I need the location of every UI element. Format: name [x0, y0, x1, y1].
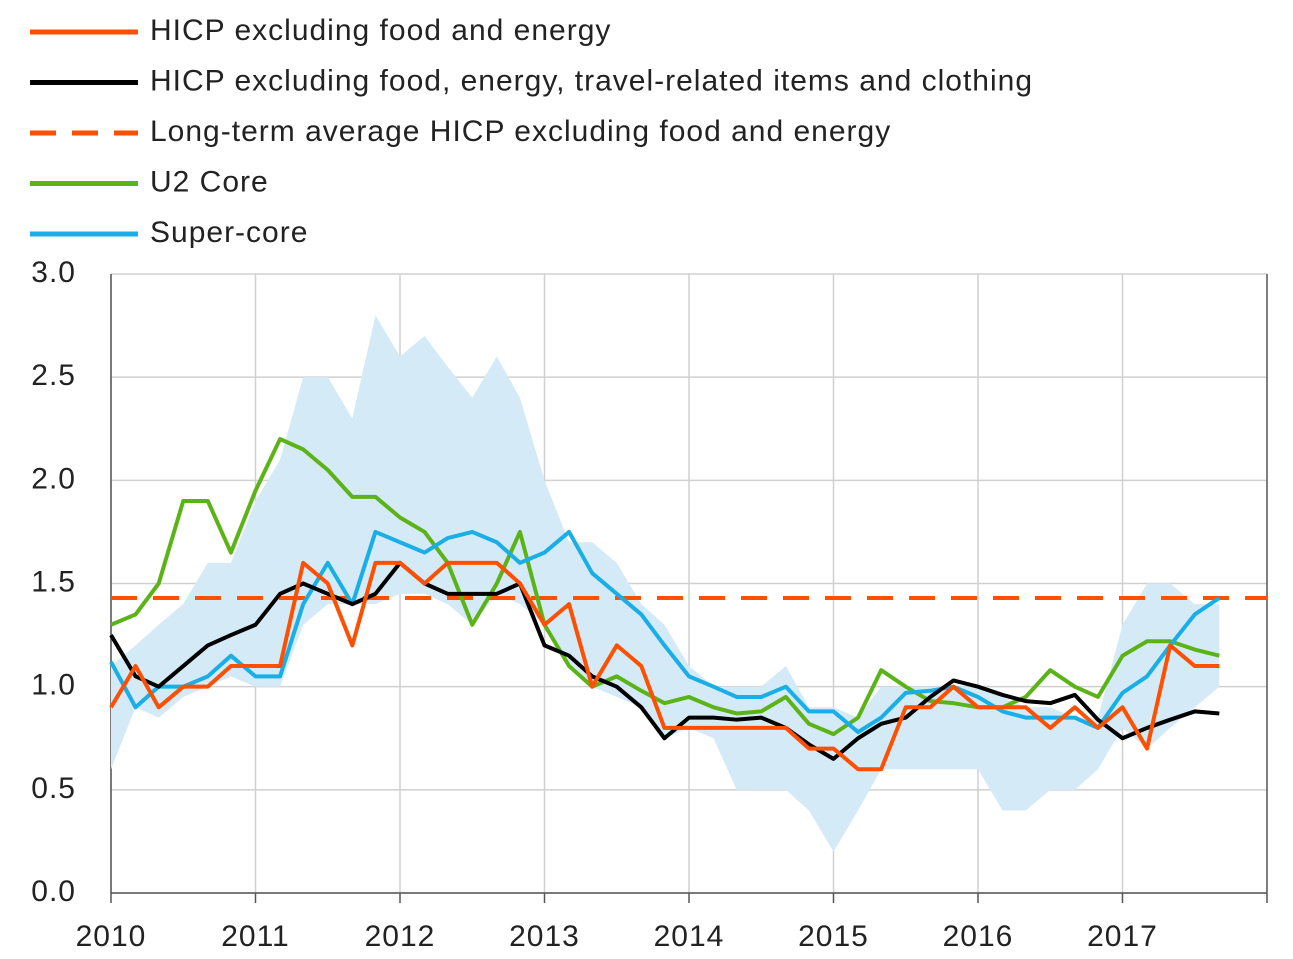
y-tick-label: 2.5: [31, 359, 76, 392]
x-tick-label: 2016: [943, 920, 1014, 953]
x-tick-label: 2013: [509, 920, 580, 953]
legend-label: Long-term average HICP excluding food an…: [150, 115, 891, 148]
series-line: [110, 437, 1220, 737]
x-tick-label: 2017: [1087, 920, 1158, 953]
legend-label: HICP excluding food and energy: [150, 14, 611, 47]
legend-label: U2 Core: [150, 165, 269, 198]
x-tick-label: 2015: [798, 920, 869, 953]
range-band: [111, 315, 1220, 852]
y-tick-label: 2.0: [31, 462, 76, 495]
y-tick-label: 0.0: [31, 875, 76, 908]
y-tick-label: 0.5: [31, 772, 76, 805]
x-tick-label: 2014: [654, 920, 725, 953]
legend-label: Super-core: [150, 216, 308, 249]
series-line: [109, 560, 1220, 761]
legend-label: HICP excluding food, energy, travel-rela…: [150, 64, 1033, 97]
series-line: [109, 560, 1220, 772]
x-tick-label: 2011: [221, 920, 290, 953]
series-line: [109, 529, 1221, 735]
x-tick-label: 2010: [76, 920, 147, 953]
y-tick-label: 1.0: [31, 669, 76, 702]
y-tick-label: 3.0: [31, 256, 76, 289]
x-tick-label: 2012: [365, 920, 436, 953]
y-tick-label: 1.5: [31, 565, 76, 598]
